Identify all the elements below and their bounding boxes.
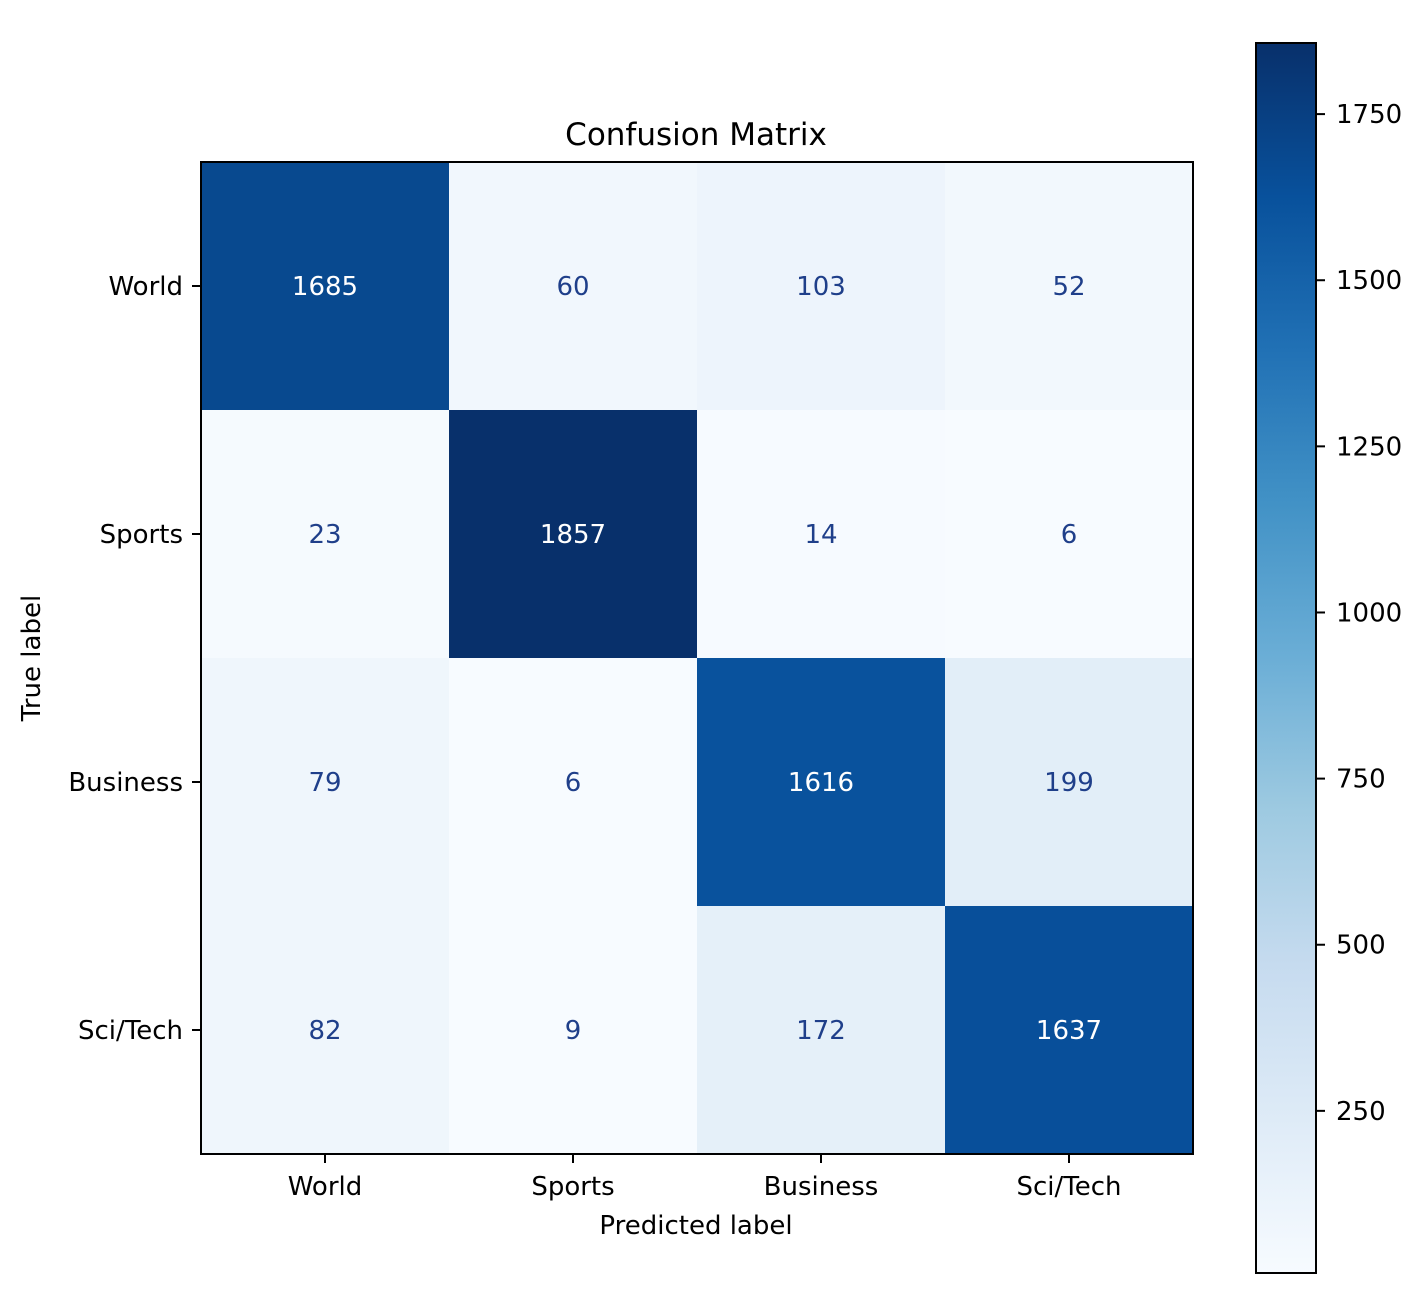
colorbar — [1255, 42, 1317, 1274]
x-tick-label: Business — [764, 1172, 879, 1202]
cell-value-label: 103 — [796, 272, 846, 302]
x-axis-label: Predicted label — [599, 1211, 792, 1241]
heatmap-cell — [697, 906, 945, 1154]
y-axis-ticks: World Sports Business Sci/Tech — [68, 272, 201, 1046]
heatmap-cell — [201, 410, 449, 658]
cell-value-label: 199 — [1044, 768, 1094, 798]
cell-value-label: 52 — [1052, 272, 1085, 302]
y-tick-label: Sports — [100, 520, 183, 550]
x-tick-label: Sci/Tech — [1016, 1172, 1121, 1202]
x-tick-label: Sports — [531, 1172, 614, 1202]
heatmap-cell — [201, 906, 449, 1154]
heatmap-cell — [449, 658, 697, 906]
x-axis-ticks: World Sports Business Sci/Tech — [288, 1154, 1122, 1202]
heatmap-cell — [697, 658, 945, 906]
colorbar-ticks: 250 500 750 1000 1250 1500 1750 — [1316, 100, 1402, 1127]
heatmap-cell — [945, 906, 1193, 1154]
y-tick-label: Business — [68, 768, 183, 798]
heatmap-cell — [201, 658, 449, 906]
heatmap-cell — [945, 162, 1193, 410]
heatmap-cell — [449, 906, 697, 1154]
cell-value-label: 9 — [565, 1016, 582, 1046]
chart-title: Confusion Matrix — [565, 117, 827, 153]
x-tick-label: World — [288, 1172, 363, 1202]
y-axis-label: True label — [17, 595, 47, 722]
colorbar-tick-label: 1000 — [1336, 598, 1402, 628]
colorbar-tick-label: 250 — [1336, 1097, 1386, 1127]
heatmap-cell — [449, 162, 697, 410]
plot-frame — [200, 161, 1194, 1155]
cell-value-label: 1857 — [540, 520, 606, 550]
cell-value-label: 172 — [796, 1016, 846, 1046]
cell-value-label: 23 — [308, 520, 341, 550]
cell-value-label: 1685 — [292, 272, 358, 302]
heatmap-cells: 1685 60 103 52 23 1857 14 6 79 6 1616 199 82 9 172 1637 — [201, 162, 1193, 1154]
cell-value-label: 14 — [804, 520, 837, 550]
colorbar-tick-label: 1500 — [1336, 266, 1402, 296]
cell-value-label: 1616 — [788, 768, 854, 798]
colorbar-tick-label: 1750 — [1336, 100, 1402, 130]
cell-value-label: 60 — [556, 272, 589, 302]
heatmap-cell — [697, 410, 945, 658]
heatmap-cell — [945, 410, 1193, 658]
cell-value-label: 6 — [565, 768, 582, 798]
cell-value-label: 1637 — [1036, 1016, 1102, 1046]
y-tick-label: Sci/Tech — [78, 1016, 183, 1046]
cell-value-label: 82 — [308, 1016, 341, 1046]
cell-value-label: 79 — [308, 768, 341, 798]
heatmap-cell — [945, 658, 1193, 906]
heatmap-cell — [697, 162, 945, 410]
colorbar-tick-label: 500 — [1336, 931, 1386, 961]
y-tick-label: World — [108, 272, 183, 302]
colorbar-tick-label: 750 — [1336, 765, 1386, 795]
cell-value-label: 6 — [1061, 520, 1078, 550]
heatmap-cell — [201, 162, 449, 410]
colorbar-tick-label: 1250 — [1336, 432, 1402, 462]
heatmap-cell — [449, 410, 697, 658]
